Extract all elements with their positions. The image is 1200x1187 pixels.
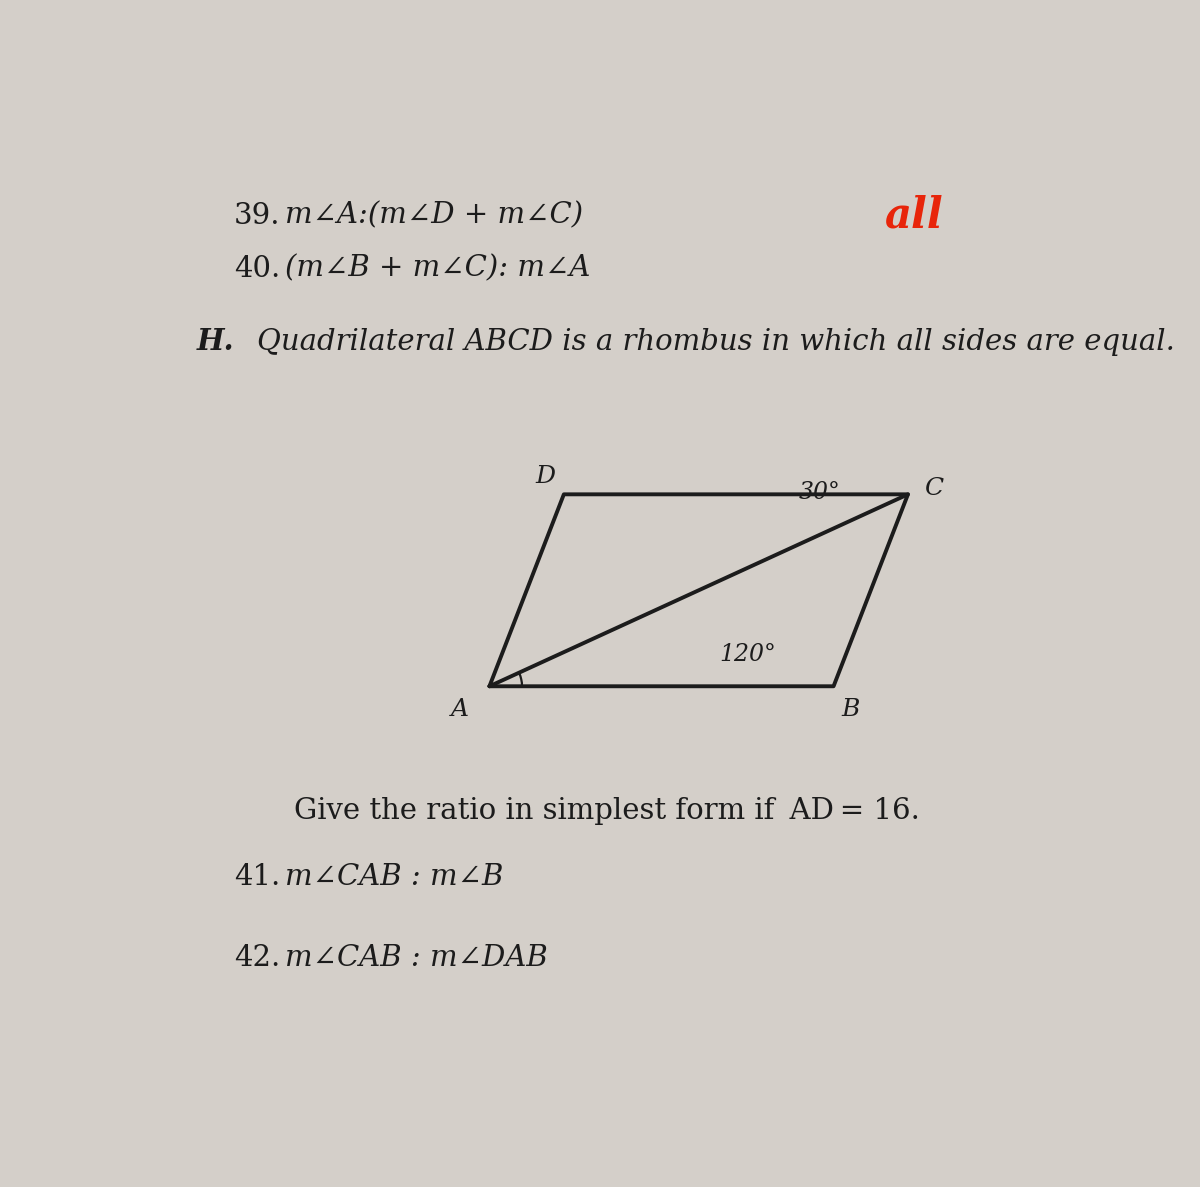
Text: 40.: 40. [234, 254, 280, 283]
Text: Quadrilateral ABCD is a rhombus in which all sides are equal.: Quadrilateral ABCD is a rhombus in which… [257, 328, 1175, 356]
Text: m∠CAB : m∠B: m∠CAB : m∠B [284, 863, 503, 891]
Text: Give the ratio in simplest form if  AD = 16.: Give the ratio in simplest form if AD = … [294, 798, 920, 825]
Text: D: D [535, 465, 556, 488]
Text: 41.: 41. [234, 863, 280, 891]
Text: 42.: 42. [234, 944, 280, 972]
Text: all: all [884, 195, 943, 236]
Text: m∠CAB : m∠DAB: m∠CAB : m∠DAB [284, 944, 547, 972]
Text: A: A [451, 698, 469, 722]
Text: (m∠B + m∠C): m∠A: (m∠B + m∠C): m∠A [284, 254, 590, 283]
Text: H.: H. [197, 328, 234, 356]
Text: 30°: 30° [799, 481, 841, 504]
Text: 120°: 120° [719, 643, 776, 666]
Text: C: C [924, 477, 943, 500]
Text: 39.: 39. [234, 202, 281, 229]
Text: m∠A:(m∠D + m∠C): m∠A:(m∠D + m∠C) [284, 202, 583, 229]
Text: B: B [841, 698, 860, 722]
